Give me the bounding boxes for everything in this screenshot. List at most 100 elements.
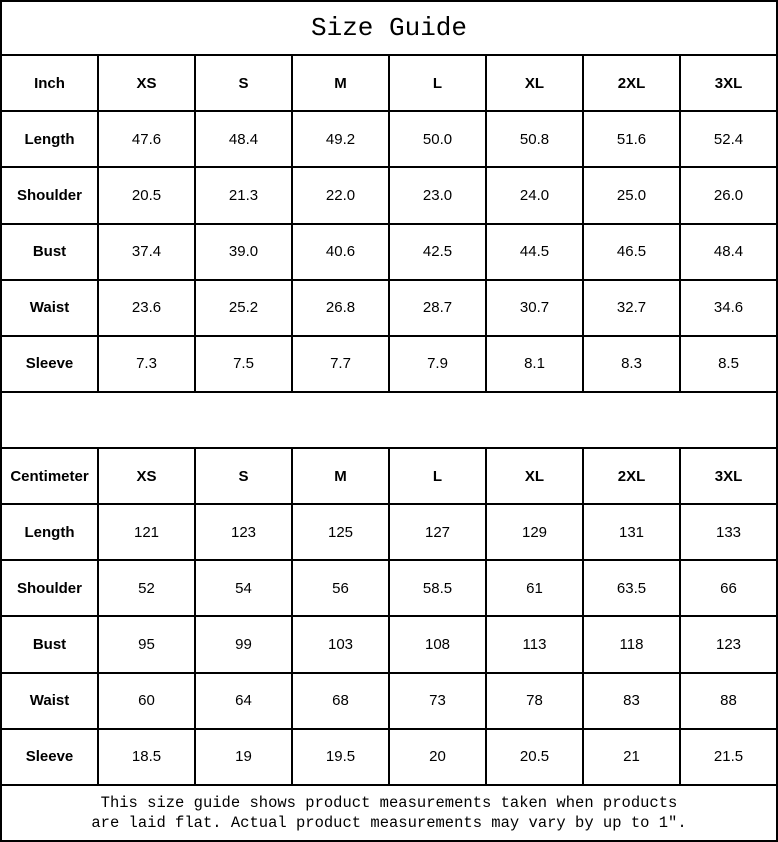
table-cell: 133 [679, 503, 778, 562]
table-cell: 64 [194, 671, 293, 730]
table-cell: 24.0 [485, 166, 584, 225]
table-cell: 30.7 [485, 278, 584, 337]
table-cell: 28.7 [388, 278, 487, 337]
row-label: Sleeve [0, 727, 99, 786]
table-cell: 44.5 [485, 222, 584, 281]
table-cell: 42.5 [388, 222, 487, 281]
table-cell: 46.5 [582, 222, 681, 281]
size-header-xs: XS [97, 54, 196, 113]
table-cell: 7.3 [97, 334, 196, 393]
size-header-l: L [388, 446, 487, 506]
cm-bust-row: Bust 95 99 103 108 113 118 123 [0, 615, 778, 674]
table-cell: 50.0 [388, 110, 487, 169]
table-cell: 21 [582, 727, 681, 786]
inch-waist-row: Waist 23.6 25.2 26.8 28.7 30.7 32.7 34.6 [0, 278, 778, 337]
table-cell: 123 [194, 503, 293, 562]
table-cell: 20.5 [97, 166, 196, 225]
table-cell: 26.8 [291, 278, 390, 337]
table-cell: 19 [194, 727, 293, 786]
table-cell: 22.0 [291, 166, 390, 225]
table-cell: 20 [388, 727, 487, 786]
cm-shoulder-row: Shoulder 52 54 56 58.5 61 63.5 66 [0, 559, 778, 618]
row-label: Length [0, 110, 99, 169]
size-header-m: M [291, 446, 390, 506]
size-header-xl: XL [485, 446, 584, 506]
table-cell: 56 [291, 559, 390, 618]
table-cell: 95 [97, 615, 196, 674]
spacer-row [0, 390, 778, 450]
cm-waist-row: Waist 60 64 68 73 78 83 88 [0, 671, 778, 730]
table-cell: 127 [388, 503, 487, 562]
table-cell: 23.6 [97, 278, 196, 337]
row-label: Shoulder [0, 166, 99, 225]
table-cell: 7.9 [388, 334, 487, 393]
table-cell: 19.5 [291, 727, 390, 786]
table-cell: 8.1 [485, 334, 584, 393]
size-header-l: L [388, 54, 487, 113]
table-cell: 25.0 [582, 166, 681, 225]
row-label: Sleeve [0, 334, 99, 393]
table-cell: 118 [582, 615, 681, 674]
table-cell: 48.4 [194, 110, 293, 169]
inch-unit-label: Inch [0, 54, 99, 113]
table-cell: 131 [582, 503, 681, 562]
size-header-m: M [291, 54, 390, 113]
table-cell: 66 [679, 559, 778, 618]
size-header-s: S [194, 54, 293, 113]
table-cell: 52 [97, 559, 196, 618]
table-cell: 63.5 [582, 559, 681, 618]
footer-note-line2: are laid flat. Actual product measuremen… [91, 813, 687, 832]
size-header-2xl: 2XL [582, 54, 681, 113]
table-cell: 20.5 [485, 727, 584, 786]
inch-sleeve-row: Sleeve 7.3 7.5 7.7 7.9 8.1 8.3 8.5 [0, 334, 778, 393]
table-cell: 129 [485, 503, 584, 562]
inch-shoulder-row: Shoulder 20.5 21.3 22.0 23.0 24.0 25.0 2… [0, 166, 778, 225]
footer-note: This size guide shows product measuremen… [0, 783, 778, 842]
table-cell: 51.6 [582, 110, 681, 169]
table-cell: 49.2 [291, 110, 390, 169]
table-cell: 8.5 [679, 334, 778, 393]
centimeter-header-row: Centimeter XS S M L XL 2XL 3XL [0, 446, 778, 506]
table-cell: 73 [388, 671, 487, 730]
row-label: Bust [0, 615, 99, 674]
table-cell: 21.3 [194, 166, 293, 225]
table-cell: 32.7 [582, 278, 681, 337]
table-cell: 108 [388, 615, 487, 674]
table-cell: 7.5 [194, 334, 293, 393]
size-header-3xl: 3XL [679, 446, 778, 506]
table-cell: 54 [194, 559, 293, 618]
table-cell: 61 [485, 559, 584, 618]
table-cell: 68 [291, 671, 390, 730]
table-cell: 7.7 [291, 334, 390, 393]
table-cell: 78 [485, 671, 584, 730]
table-cell: 121 [97, 503, 196, 562]
table-cell: 60 [97, 671, 196, 730]
inch-bust-row: Bust 37.4 39.0 40.6 42.5 44.5 46.5 48.4 [0, 222, 778, 281]
table-cell: 37.4 [97, 222, 196, 281]
inch-length-row: Length 47.6 48.4 49.2 50.0 50.8 51.6 52.… [0, 110, 778, 169]
table-cell: 40.6 [291, 222, 390, 281]
inch-header-row: Inch XS S M L XL 2XL 3XL [0, 54, 778, 113]
size-header-3xl: 3XL [679, 54, 778, 113]
size-header-xl: XL [485, 54, 584, 113]
table-cell: 18.5 [97, 727, 196, 786]
page-title: Size Guide [0, 0, 778, 57]
row-label: Waist [0, 278, 99, 337]
table-cell: 34.6 [679, 278, 778, 337]
spacer-cell [0, 390, 778, 450]
table-cell: 113 [485, 615, 584, 674]
row-label: Waist [0, 671, 99, 730]
cm-sleeve-row: Sleeve 18.5 19 19.5 20 20.5 21 21.5 [0, 727, 778, 786]
table-cell: 103 [291, 615, 390, 674]
table-cell: 125 [291, 503, 390, 562]
size-header-2xl: 2XL [582, 446, 681, 506]
size-header-xs: XS [97, 446, 196, 506]
table-cell: 39.0 [194, 222, 293, 281]
table-cell: 99 [194, 615, 293, 674]
table-cell: 23.0 [388, 166, 487, 225]
row-label: Shoulder [0, 559, 99, 618]
size-header-s: S [194, 446, 293, 506]
footer-row: This size guide shows product measuremen… [0, 783, 778, 842]
centimeter-unit-label: Centimeter [0, 446, 99, 506]
